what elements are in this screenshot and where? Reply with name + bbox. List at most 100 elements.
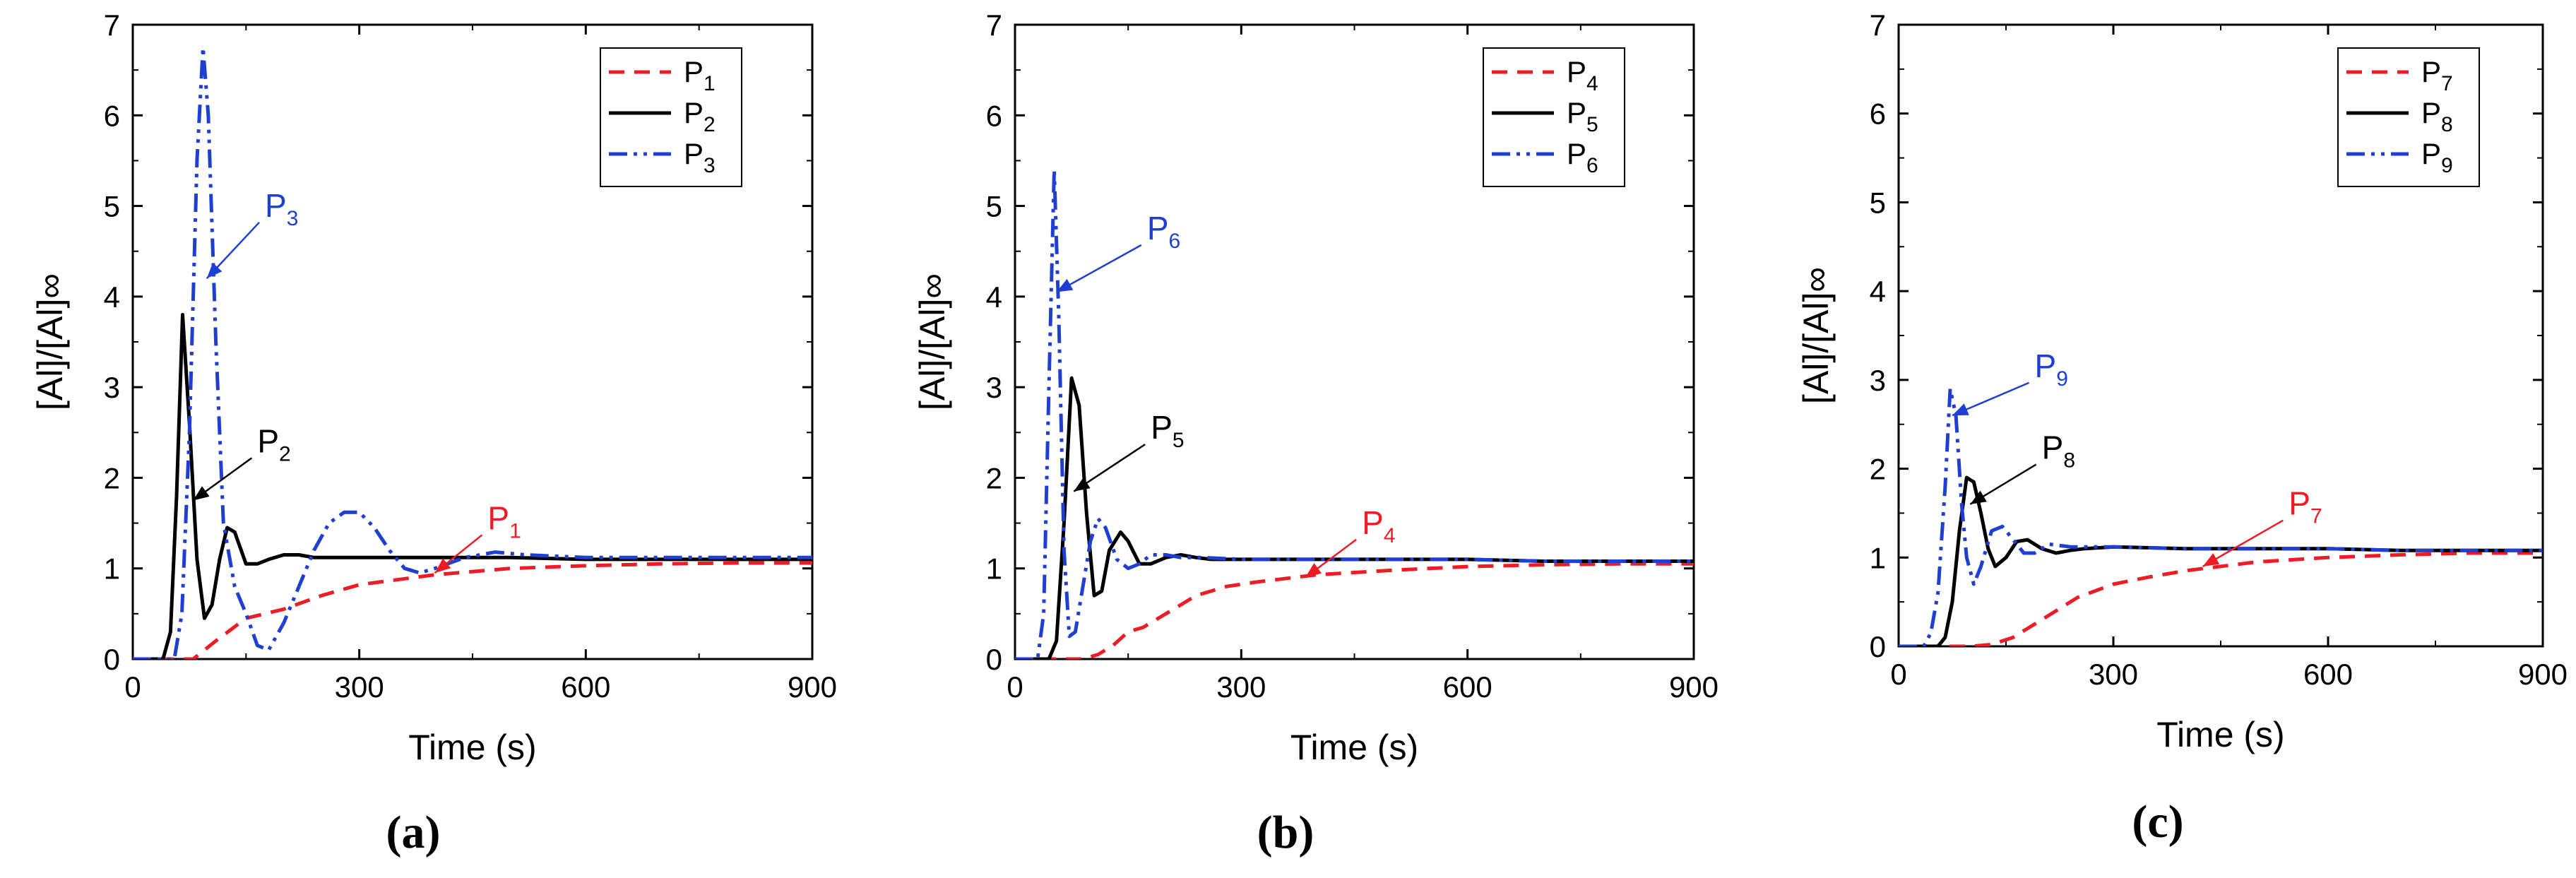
panel-3-legend-label-p8-base: P [2421, 96, 2441, 129]
panel-1-annotation-label-p2: P2 [257, 422, 290, 465]
panel-3-annotation-p8: P8 [1969, 429, 2075, 505]
panel-2-legend-label-p4-base: P [1567, 55, 1586, 88]
panel-3-annotation-label-p9: P9 [2035, 348, 2068, 391]
panel-2-y-tick-label: 4 [986, 280, 1002, 314]
panel-2-annotation-p4: P4 [1305, 504, 1396, 579]
panel-3-legend-label-p8: P8 [2421, 96, 2453, 136]
panel-1-annotation-arrowhead [434, 558, 451, 574]
panel-3-legend-label-p8-subscript: 8 [2441, 113, 2453, 136]
panel-3-legend-label-p7-base: P [2421, 55, 2441, 88]
panel-3-legend-label-p7: P7 [2421, 55, 2453, 95]
panel-2-annotation-label-p4: P4 [1362, 504, 1395, 547]
panel-1-annotation-p3: P3 [206, 187, 298, 280]
panel-2-y-tick-label: 6 [986, 99, 1002, 132]
panel-2-x-tick-label: 900 [1669, 670, 1719, 704]
panel-1-legend-label-p3-base: P [684, 137, 704, 170]
panel-2-y-tick-label: 2 [986, 461, 1002, 494]
panel-1-annotation-p1: P1 [434, 499, 521, 574]
panel-1-x-tick-label: 0 [124, 670, 141, 704]
panel-1-annotation-arrowhead [193, 486, 210, 501]
panel-2-annotation-arrowhead [1074, 477, 1091, 492]
panel-3-legend-box [2337, 47, 2480, 187]
panel-2-y-tick-label: 7 [986, 8, 1002, 42]
panel-1-legend-box [600, 47, 742, 187]
panel-1-y-tick-label: 3 [104, 371, 120, 404]
panel-2-y-tick-label: 1 [986, 552, 1002, 586]
panel-1-series-p2 [133, 313, 812, 659]
panel-1-x-tick-label: 300 [335, 670, 384, 704]
panel-2-legend-label-p6: P6 [1567, 137, 1598, 177]
panel-1-y-tick-label: 7 [104, 8, 120, 42]
panel-1-legend-label-p2: P2 [684, 96, 716, 136]
panel-1-annotation-label-p2-subscript: 2 [279, 442, 291, 465]
panel-3-y-tick-label: 6 [1870, 97, 1886, 131]
panel-3-x-tick-label: 900 [2518, 658, 2568, 691]
panel-3-y-tick-label: 7 [1870, 8, 1886, 42]
panel-3-annotation-arrowhead [1952, 403, 1969, 416]
panel-2-annotation-label-p6-base: P [1147, 210, 1169, 247]
panel-3-annotation-label-p8: P8 [2042, 429, 2075, 473]
panel-1-annotation-p2: P2 [192, 422, 291, 502]
panel-3-annotation-label-p9-base: P [2035, 348, 2057, 384]
panel-3-annotation-label-p7-subscript: 7 [2310, 505, 2322, 528]
panel-1-annotation-label-p3: P3 [265, 187, 298, 230]
panel-2-x-tick-label: 600 [1443, 670, 1492, 704]
panel-2-annotation-label-p4-subscript: 4 [1384, 524, 1396, 547]
panel-3-y-tick-label: 2 [1870, 453, 1886, 486]
panel-1-x-tick-label: 600 [561, 670, 610, 704]
panel-3-x-axis-title: Time (s) [2156, 715, 2284, 754]
panel-2-x-axis-title: Time (s) [1290, 728, 1418, 767]
panel-3-annotation-label-p8-subscript: 8 [2063, 449, 2075, 473]
panel-1-y-tick-label: 4 [104, 280, 120, 314]
panel-1-annotation-arrowhead [206, 262, 222, 279]
panel-1-legend-label-p3: P3 [684, 137, 716, 177]
panel-1-y-tick-label: 0 [104, 643, 120, 676]
panel-3-annotation-label-p7: P7 [2289, 485, 2322, 528]
panel-1-x-axis-title: Time (s) [408, 728, 536, 767]
panel-2-legend-label-p5: P5 [1567, 96, 1598, 136]
panel-1-legend-label-p3-subscript: 3 [704, 154, 716, 177]
panel-2-legend-label-p6-base: P [1567, 137, 1586, 170]
panel-3-y-tick-label: 5 [1870, 186, 1886, 219]
panel-2-annotation-arrowhead [1305, 563, 1322, 578]
panel-2-annotation-label-p5-subscript: 5 [1173, 429, 1185, 452]
panel-3-y-tick-label: 4 [1870, 275, 1886, 308]
panel-1-annotation-label-p2-base: P [257, 422, 279, 459]
panel-2-x-tick-label: 0 [1007, 670, 1023, 704]
panel-3-legend-label-p9: P9 [2421, 137, 2453, 177]
panel-3-legend-label-p9-subscript: 9 [2441, 154, 2453, 177]
panel-2-y-tick-label: 5 [986, 190, 1002, 223]
panel-1-legend-label-p1-base: P [684, 55, 704, 88]
panel-3-x-tick-label: 300 [2089, 658, 2138, 691]
panel-3-annotation-label-p7-base: P [2289, 485, 2310, 522]
panel-3-y-tick-label: 3 [1870, 364, 1886, 397]
panel-1-annotation-label-p1-base: P [487, 499, 509, 536]
panel-3-annotation-arrowhead [2202, 553, 2220, 566]
panel-2-legend-box [1483, 47, 1625, 187]
panel-1-series-p3 [133, 45, 812, 659]
panel-3-annotation-arrowhead [1970, 490, 1987, 504]
panel-2-legend-label-p4: P4 [1567, 55, 1598, 95]
panel-2-panel-label: (b) [1257, 807, 1314, 858]
panel-3-panel-label: (c) [2132, 796, 2183, 848]
panel-3-series-p8 [1899, 475, 2543, 646]
panel-2-annotation-arrow-line [1056, 244, 1142, 293]
panel-3-x-tick-label: 600 [2303, 658, 2353, 691]
panel-3-legend-label-p9-base: P [2421, 137, 2441, 170]
panel-1-series-p1 [133, 561, 812, 659]
panel-1-annotation-label-p1: P1 [487, 499, 521, 542]
panel-2-annotation-p5: P5 [1073, 409, 1185, 492]
panel-3-y-axis-title: [Al]/[Al]∞ [1796, 267, 1836, 404]
panel-2-series-p5 [1015, 376, 1694, 659]
panel-2-y-tick-label: 3 [986, 371, 1002, 404]
panel-3-y-tick-label: 1 [1870, 541, 1886, 574]
panel-2-annotation-p6: P6 [1056, 210, 1180, 293]
panel-2-annotation-label-p4-base: P [1362, 504, 1384, 541]
panel-2-series-p4 [1015, 562, 1694, 659]
